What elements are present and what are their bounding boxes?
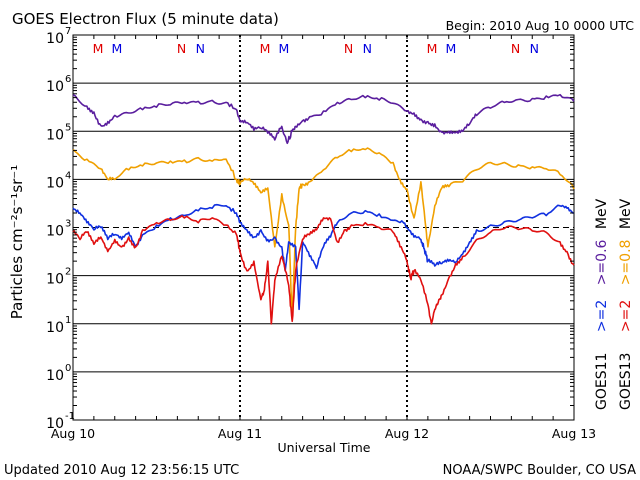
y-tick-label: 10 bbox=[46, 272, 64, 288]
mn-marker-label: M bbox=[93, 41, 104, 56]
begin-label: Begin: 2010 Aug 10 0000 UTC bbox=[446, 18, 635, 33]
mn-marker-label: M bbox=[427, 41, 438, 56]
series-layer bbox=[72, 93, 575, 325]
y-tick-label: 10 bbox=[46, 175, 64, 191]
y-tick-exponent: 2 bbox=[65, 267, 71, 278]
y-tick-exponent: 6 bbox=[65, 74, 71, 85]
legend-goes13-unit: MeV bbox=[618, 198, 634, 229]
mn-marker-label: N bbox=[511, 41, 520, 56]
y-tick-label: 10 bbox=[46, 79, 64, 95]
mn-marker-label: M bbox=[111, 41, 122, 56]
y-tick-exponent: -1 bbox=[65, 411, 75, 422]
mn-marker-label: N bbox=[196, 41, 205, 56]
legend-goes11-unit: MeV bbox=[594, 198, 610, 229]
y-tick-label: 10 bbox=[46, 416, 64, 432]
legend-row-goes11: GOES11 >=2 >=0.6 MeV bbox=[594, 198, 610, 410]
legend-goes13-ch08: >=0.8 bbox=[618, 240, 634, 286]
credit-label: NOAA/SWPC Boulder, CO USA bbox=[443, 463, 636, 478]
legend-goes11-sat: GOES11 bbox=[594, 353, 610, 410]
x-tick-label: Aug 11 bbox=[218, 426, 262, 441]
y-axis-label: Particles cm⁻²s⁻¹sr⁻¹ bbox=[8, 165, 26, 319]
mn-marker-label: M bbox=[445, 41, 456, 56]
legend-goes11-ch06: >=0.6 bbox=[594, 239, 610, 285]
legend-goes11-ch2: >=2 bbox=[594, 300, 610, 332]
x-tick-layer: Aug 10 Aug 11 Aug 12 Aug 13 bbox=[51, 35, 596, 441]
y-tick-exponent: 3 bbox=[65, 219, 71, 230]
mn-marker-label: N bbox=[344, 41, 353, 56]
chart-title: GOES Electron Flux (5 minute data) bbox=[12, 10, 279, 28]
y-tick-label: 10 bbox=[46, 368, 64, 384]
legend-row-goes13: GOES13 >=2 >=0.8 MeV bbox=[618, 198, 634, 410]
y-tick-label: 10 bbox=[46, 127, 64, 143]
y-tick-exponent: 1 bbox=[65, 315, 71, 326]
series-line-goes13-2-mev bbox=[72, 215, 575, 325]
y-tick-exponent: 4 bbox=[65, 170, 71, 181]
x-tick-label: Aug 10 bbox=[51, 426, 95, 441]
grid-layer bbox=[73, 35, 574, 420]
y-tick-exponent: 5 bbox=[65, 122, 71, 133]
legend: GOES11 >=2 >=0.6 MeV GOES13 >=2 >=0.8 Me… bbox=[594, 198, 634, 410]
y-tick-label: 10 bbox=[46, 224, 64, 240]
x-axis-label: Universal Time bbox=[278, 440, 371, 455]
y-tick-exponent: 0 bbox=[65, 363, 71, 374]
mn-marker-label: N bbox=[177, 41, 186, 56]
y-tick-label: 10 bbox=[46, 31, 64, 47]
series-line-goes11-0-6-mev bbox=[72, 93, 575, 145]
legend-goes13-sat: GOES13 bbox=[618, 353, 634, 410]
legend-goes13-ch2: >=2 bbox=[618, 300, 634, 332]
y-tick-label: 10 bbox=[46, 320, 64, 336]
mn-marker-label: M bbox=[278, 41, 289, 56]
series-line-goes11-2-mev bbox=[72, 203, 575, 311]
x-tick-label: Aug 12 bbox=[385, 426, 429, 441]
mn-marker-label: N bbox=[530, 41, 539, 56]
series-line-goes13-0-8-mev bbox=[72, 147, 575, 320]
mn-marker-label: N bbox=[363, 41, 372, 56]
x-tick-label: Aug 13 bbox=[552, 426, 596, 441]
updated-timestamp: Updated 2010 Aug 12 23:56:15 UTC bbox=[4, 463, 239, 478]
y-tick-exponent: 7 bbox=[65, 26, 71, 37]
mn-marker-label: M bbox=[260, 41, 271, 56]
